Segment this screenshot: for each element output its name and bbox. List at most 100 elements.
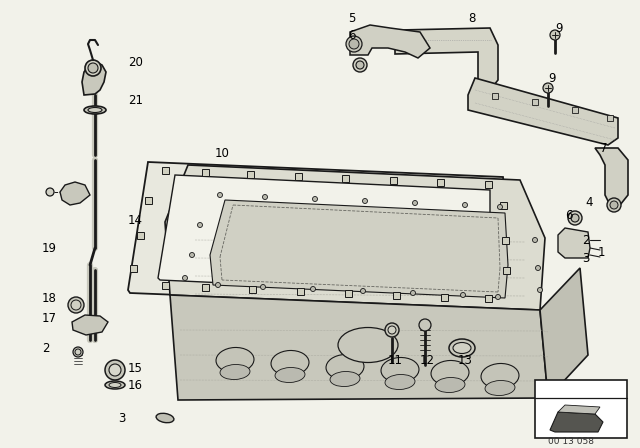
Circle shape: [550, 30, 560, 40]
Text: 13: 13: [458, 353, 473, 366]
FancyBboxPatch shape: [499, 202, 506, 208]
Polygon shape: [468, 78, 618, 145]
Circle shape: [461, 293, 465, 297]
FancyBboxPatch shape: [296, 288, 303, 294]
Circle shape: [532, 237, 538, 242]
FancyBboxPatch shape: [248, 285, 255, 293]
Ellipse shape: [216, 348, 254, 373]
Polygon shape: [395, 28, 498, 90]
Circle shape: [85, 60, 101, 76]
Text: 14: 14: [128, 214, 143, 227]
Circle shape: [68, 297, 84, 313]
Ellipse shape: [449, 339, 475, 357]
FancyBboxPatch shape: [342, 175, 349, 181]
FancyBboxPatch shape: [344, 289, 351, 297]
Circle shape: [88, 63, 98, 73]
Circle shape: [109, 364, 121, 376]
Ellipse shape: [431, 361, 469, 386]
Circle shape: [538, 288, 543, 293]
Circle shape: [360, 289, 365, 293]
Circle shape: [71, 300, 81, 310]
Circle shape: [353, 58, 367, 72]
Text: 2: 2: [42, 341, 49, 354]
FancyBboxPatch shape: [484, 294, 492, 302]
Ellipse shape: [271, 350, 309, 375]
Text: 15: 15: [128, 362, 143, 375]
Circle shape: [413, 201, 417, 206]
Text: 12: 12: [420, 353, 435, 366]
Circle shape: [182, 276, 188, 280]
Text: 9: 9: [555, 22, 563, 34]
FancyBboxPatch shape: [136, 232, 143, 238]
FancyBboxPatch shape: [145, 197, 152, 203]
FancyBboxPatch shape: [492, 93, 498, 99]
Text: 20: 20: [128, 56, 143, 69]
Text: 3: 3: [118, 412, 125, 425]
Circle shape: [571, 214, 579, 222]
Polygon shape: [558, 228, 590, 258]
Text: 18: 18: [42, 292, 57, 305]
FancyBboxPatch shape: [392, 292, 399, 298]
Circle shape: [356, 61, 364, 69]
Polygon shape: [170, 295, 548, 400]
Circle shape: [536, 266, 541, 271]
Text: 17: 17: [42, 311, 57, 324]
Ellipse shape: [330, 371, 360, 387]
Text: 10: 10: [215, 146, 230, 159]
Circle shape: [385, 323, 399, 337]
Circle shape: [310, 287, 316, 292]
Ellipse shape: [485, 380, 515, 396]
Text: 9: 9: [548, 72, 556, 85]
FancyBboxPatch shape: [535, 380, 627, 438]
FancyBboxPatch shape: [390, 177, 397, 184]
Circle shape: [497, 204, 502, 210]
Ellipse shape: [109, 383, 121, 388]
FancyBboxPatch shape: [572, 107, 578, 113]
Circle shape: [410, 290, 415, 296]
Text: 00 13 058: 00 13 058: [548, 436, 594, 445]
Ellipse shape: [275, 367, 305, 383]
Circle shape: [568, 211, 582, 225]
Circle shape: [388, 326, 396, 334]
Circle shape: [260, 284, 266, 289]
FancyBboxPatch shape: [607, 115, 613, 121]
Text: 21: 21: [128, 94, 143, 107]
Circle shape: [198, 223, 202, 228]
Circle shape: [73, 347, 83, 357]
Polygon shape: [350, 25, 430, 58]
Circle shape: [312, 197, 317, 202]
Polygon shape: [550, 412, 603, 432]
Text: 6: 6: [348, 29, 355, 42]
Circle shape: [75, 349, 81, 355]
Text: 3: 3: [582, 251, 589, 264]
Ellipse shape: [220, 365, 250, 379]
Circle shape: [46, 188, 54, 196]
Polygon shape: [60, 182, 90, 205]
FancyBboxPatch shape: [246, 171, 253, 177]
Ellipse shape: [105, 381, 125, 389]
FancyBboxPatch shape: [294, 172, 301, 180]
Circle shape: [346, 36, 362, 52]
Ellipse shape: [326, 354, 364, 379]
Circle shape: [463, 202, 467, 207]
Text: 2: 2: [582, 233, 589, 246]
Circle shape: [495, 294, 500, 300]
Polygon shape: [595, 148, 628, 205]
Ellipse shape: [88, 108, 102, 112]
Text: 6: 6: [565, 208, 573, 221]
Ellipse shape: [338, 327, 398, 362]
Polygon shape: [210, 200, 508, 298]
Circle shape: [216, 283, 221, 288]
Ellipse shape: [435, 378, 465, 392]
FancyBboxPatch shape: [440, 293, 447, 301]
Ellipse shape: [84, 106, 106, 114]
Ellipse shape: [481, 363, 519, 388]
FancyBboxPatch shape: [484, 181, 492, 188]
FancyBboxPatch shape: [502, 267, 509, 273]
Text: 7: 7: [600, 142, 607, 155]
Text: 1: 1: [598, 246, 605, 258]
Ellipse shape: [381, 358, 419, 383]
Polygon shape: [72, 315, 108, 335]
Circle shape: [362, 198, 367, 203]
Text: 4: 4: [585, 195, 593, 208]
